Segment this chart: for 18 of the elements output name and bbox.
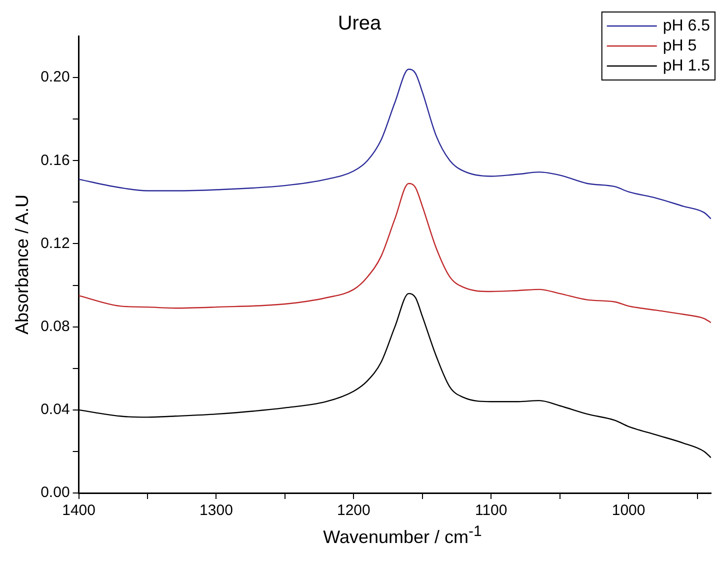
x-tick-label: 1100 [474, 502, 508, 520]
y-axis-title: Absorbance / A.U [12, 194, 32, 335]
line-series [78, 182, 711, 324]
text: 0.00 [40, 484, 70, 502]
x-tick-label: 1400 [62, 502, 96, 520]
x-tick-label: 1300 [200, 502, 233, 520]
y-tick-label: 0.20 [40, 68, 70, 86]
y-tick-label: 0.08 [40, 318, 70, 335]
legend-label: pH 5 [662, 37, 697, 54]
x-tick-label: 1200 [336, 502, 370, 520]
y-tick-label: 0.16 [40, 152, 70, 169]
chart-title: Urea [338, 12, 382, 35]
legend-label: pH 1.5 [662, 57, 710, 74]
y-tick-label: 0.12 [40, 234, 70, 252]
legend-label: pH 6.5 [662, 17, 710, 34]
x-axis-title: Wavenumber / cm$^{-1}$ [322, 523, 483, 548]
y-tick-label: 0.04 [40, 401, 70, 418]
x-tick-label: 1000 [612, 502, 646, 520]
